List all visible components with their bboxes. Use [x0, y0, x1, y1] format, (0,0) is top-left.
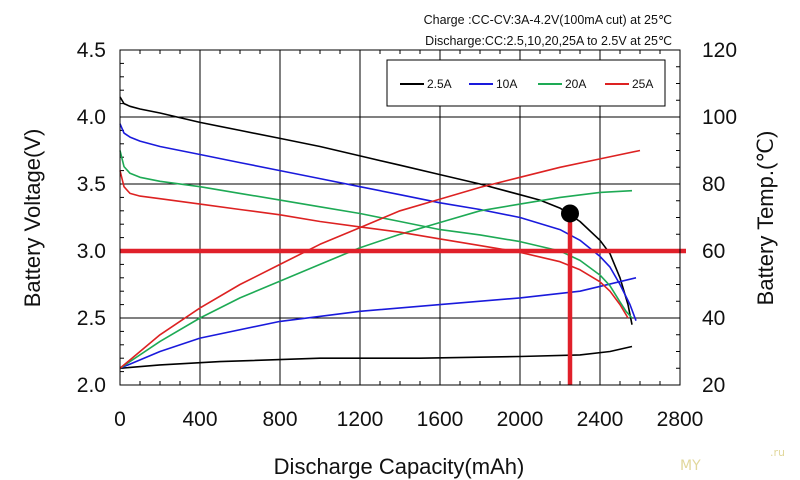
discharge-condition-note: Discharge:CC:2.5,10,20,25A to 2.5V at 25… — [425, 34, 672, 48]
x-tick-label: 800 — [262, 408, 297, 431]
x-tick-label: 2000 — [497, 408, 544, 431]
y-left-tick-label: 3.5 — [77, 173, 106, 196]
series-25a-temp-line — [119, 149, 641, 369]
y-left-tick-label: 2.5 — [77, 307, 106, 330]
x-tick-label: 400 — [182, 408, 217, 431]
series-20a-voltage-line — [119, 150, 633, 319]
y-left-tick-label: 2.0 — [77, 374, 106, 397]
series-20a-temp-line — [119, 189, 633, 369]
x-tick-label: 2400 — [577, 408, 624, 431]
y-right-axis-title: Battery Temp.(℃) — [753, 131, 778, 306]
x-axis-ticks: 0 400 800 1200 1600 2000 2400 2800 — [114, 408, 703, 431]
legend-label-2-5a: 2.5A — [427, 77, 452, 91]
intersection-marker — [561, 204, 579, 223]
y-left-axis-title: Battery Voltage(V) — [20, 129, 45, 308]
highlight-overlay — [120, 204, 686, 385]
y-left-axis-ticks: 2.0 2.5 3.0 3.5 4.0 4.5 — [77, 39, 106, 397]
x-tick-label: 2800 — [657, 408, 704, 431]
x-tick-label: 1600 — [417, 408, 464, 431]
series-2-5a-temp-line — [119, 345, 633, 370]
series-10a-temp-line — [119, 277, 637, 370]
legend: 2.5A 10A 20A 25A — [386, 59, 666, 107]
y-right-tick-label: 60 — [702, 240, 725, 263]
y-right-tick-label: 40 — [702, 307, 725, 330]
charge-condition-note: Charge :CC-CV:3A-4.2V(100mA cut) at 25℃ — [424, 13, 672, 27]
y-right-tick-label: 20 — [702, 374, 725, 397]
y-left-tick-label: 3.0 — [77, 240, 106, 263]
watermark-text: MY — [680, 458, 701, 474]
series-10a-voltage-line — [119, 123, 637, 321]
y-right-tick-label: 100 — [702, 106, 737, 129]
watermark: MY .ru — [680, 446, 785, 474]
legend-label-10a: 10A — [496, 77, 517, 91]
legend-items: 2.5A 10A 20A 25A — [400, 77, 653, 91]
plot-frame — [119, 49, 681, 386]
series-2-5a-voltage-line — [119, 96, 633, 325]
series-lines — [119, 96, 641, 370]
y-left-tick-label: 4.0 — [77, 106, 106, 129]
x-tick-label: 0 — [114, 408, 126, 431]
series-25a-voltage-line — [119, 170, 629, 319]
y-right-tick-label: 120 — [702, 39, 737, 62]
y-right-axis-ticks: 20 40 60 80 100 120 — [702, 39, 737, 397]
legend-label-20a: 20A — [565, 77, 586, 91]
y-right-tick-label: 80 — [702, 173, 725, 196]
x-tick-label: 1200 — [337, 408, 384, 431]
watermark-suffix: .ru — [770, 446, 785, 459]
x-axis-title: Discharge Capacity(mAh) — [274, 454, 525, 479]
legend-label-25a: 25A — [632, 77, 653, 91]
y-left-tick-label: 4.5 — [77, 39, 106, 62]
